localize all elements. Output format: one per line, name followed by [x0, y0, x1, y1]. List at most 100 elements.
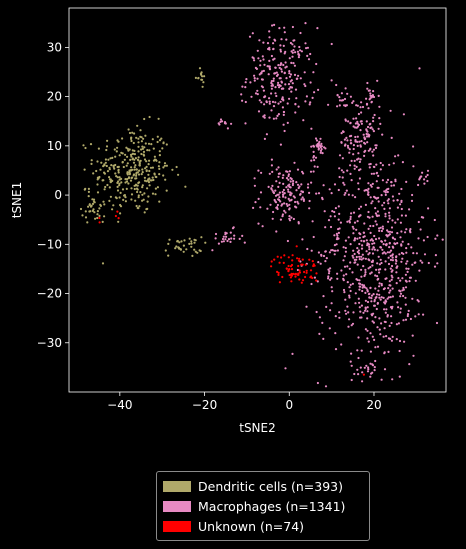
point-series-1: [364, 268, 367, 271]
point-series-1: [336, 234, 339, 237]
point-series-1: [381, 204, 384, 207]
point-series-0: [141, 168, 144, 171]
point-series-1: [289, 80, 292, 83]
point-series-1: [371, 182, 374, 185]
point-series-1: [355, 117, 358, 120]
point-series-1: [302, 199, 305, 202]
point-series-1: [349, 95, 352, 98]
point-series-1: [376, 301, 379, 305]
point-series-0: [162, 174, 165, 177]
point-series-1: [294, 51, 297, 54]
point-series-1: [278, 66, 281, 69]
point-series-0: [127, 182, 130, 185]
point-series-1: [384, 268, 387, 271]
point-series-0: [154, 187, 157, 190]
point-series-1: [416, 299, 419, 302]
point-series-1: [329, 267, 332, 270]
point-series-1: [328, 327, 331, 330]
point-series-0: [150, 143, 153, 146]
point-series-1: [356, 250, 359, 254]
point-series-2: [309, 269, 313, 272]
point-series-0: [175, 165, 178, 169]
point-series-1: [229, 240, 232, 243]
point-series-1: [368, 245, 371, 248]
point-series-2: [301, 279, 305, 282]
point-series-1: [374, 346, 377, 349]
point-series-1: [318, 316, 321, 319]
point-series-1: [398, 253, 401, 256]
point-series-1: [230, 237, 233, 240]
point-series-1: [378, 105, 381, 108]
point-series-1: [281, 106, 284, 109]
point-series-0: [87, 205, 90, 208]
point-series-1: [405, 267, 408, 270]
point-series-1: [276, 206, 279, 209]
point-series-0: [121, 188, 125, 191]
point-series-1: [359, 214, 362, 217]
point-series-1: [388, 280, 391, 283]
point-series-1: [287, 174, 290, 178]
point-series-1: [372, 293, 375, 296]
point-series-1: [319, 137, 322, 140]
point-series-1: [374, 274, 377, 277]
point-series-0: [154, 193, 157, 196]
point-series-1: [359, 106, 362, 109]
point-series-1: [272, 77, 275, 80]
point-series-1: [348, 318, 351, 321]
point-series-1: [261, 225, 264, 228]
point-series-1: [281, 213, 284, 216]
point-series-1: [274, 92, 277, 95]
point-series-0: [128, 148, 131, 151]
point-series-1: [338, 99, 342, 102]
point-series-0: [128, 172, 131, 175]
point-series-1: [395, 282, 398, 285]
point-series-1: [402, 286, 405, 290]
point-series-0: [136, 206, 139, 210]
point-series-1: [352, 211, 356, 214]
point-series-1: [426, 173, 429, 177]
point-series-0: [116, 146, 119, 149]
point-series-1: [399, 203, 402, 206]
point-series-0: [121, 152, 124, 155]
point-series-0: [185, 248, 188, 251]
point-series-1: [360, 349, 363, 352]
point-series-0: [129, 158, 132, 161]
point-series-1: [328, 188, 331, 191]
point-series-0: [204, 241, 207, 244]
point-series-1: [271, 189, 274, 192]
point-series-1: [363, 222, 366, 225]
point-series-1: [390, 270, 393, 273]
point-series-1: [373, 304, 376, 307]
point-series-1: [392, 199, 395, 202]
point-series-0: [109, 178, 112, 181]
point-series-1: [352, 147, 355, 151]
point-series-1: [362, 235, 365, 239]
point-series-1: [352, 100, 355, 103]
point-series-1: [361, 253, 364, 256]
point-series-0: [145, 165, 148, 168]
point-series-0: [138, 181, 141, 184]
point-series-1: [321, 321, 324, 324]
point-series-1: [366, 337, 369, 340]
point-series-0: [193, 241, 196, 244]
point-series-1: [389, 267, 392, 270]
point-series-1: [404, 303, 407, 306]
point-series-1: [268, 30, 271, 33]
point-series-0: [142, 150, 146, 153]
point-series-1: [308, 207, 311, 210]
point-series-1: [327, 277, 330, 280]
point-series-1: [353, 167, 356, 170]
point-series-1: [309, 101, 312, 104]
point-series-0: [141, 193, 144, 196]
legend-item-unknown: Unknown (n=74): [163, 516, 369, 536]
point-series-1: [363, 286, 366, 289]
point-series-0: [146, 179, 149, 182]
point-series-1: [397, 277, 400, 280]
point-series-1: [288, 203, 291, 206]
point-series-0: [201, 85, 204, 88]
point-series-0: [118, 196, 121, 199]
point-series-1: [282, 182, 285, 185]
point-series-1: [316, 280, 319, 283]
point-series-1: [358, 279, 361, 282]
point-series-1: [383, 320, 386, 323]
